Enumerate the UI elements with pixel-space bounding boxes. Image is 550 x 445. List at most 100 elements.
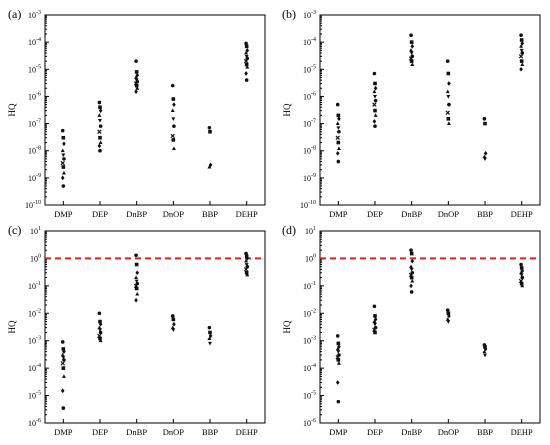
y-tick-label: 10-4 [303, 363, 316, 373]
y-tick-label: 10-5 [303, 391, 316, 401]
data-point [483, 151, 488, 156]
data-point [519, 48, 524, 53]
y-tick-label: 10-8 [28, 146, 41, 156]
data-point [60, 175, 65, 181]
data-point [446, 121, 451, 126]
data-point [372, 102, 377, 107]
data-point [61, 170, 66, 175]
data-point [172, 124, 176, 129]
data-point [207, 164, 212, 169]
panel-label: (a) [8, 7, 21, 21]
x-tick-label: DnOP [163, 209, 185, 219]
data-point [483, 344, 487, 349]
data-point [98, 108, 103, 113]
data-point [373, 322, 377, 327]
data-point [409, 251, 414, 256]
x-tick-label: DEHP [511, 209, 533, 219]
data-point [373, 113, 378, 117]
y-tick-label: 10-10 [25, 200, 41, 210]
data-point [208, 330, 212, 335]
data-point [373, 85, 378, 91]
data-point [373, 94, 377, 99]
x-tick-label: BBP [477, 427, 493, 437]
data-point [410, 54, 415, 59]
chart-panel-1: (a) HQ 10-10 10-9 10-8 10-7 10-6 10-5 10-4 10-3 DM… [7, 7, 266, 219]
data-point [409, 275, 414, 280]
data-point [243, 267, 249, 272]
x-tick-label: BBP [202, 427, 218, 437]
x-tick-label: DMP [329, 427, 348, 437]
y-tick-label: 10-8 [303, 146, 316, 156]
data-point [482, 116, 487, 121]
data-point [519, 44, 524, 48]
x-tick-label: DnOP [438, 209, 460, 219]
data-point [410, 278, 415, 283]
data-point [244, 50, 249, 55]
data-point [98, 328, 102, 332]
data-point [410, 62, 415, 66]
y-tick-label: 10-1 [303, 281, 316, 291]
data-point [409, 283, 413, 289]
data-point [60, 128, 65, 133]
data-point [520, 51, 525, 55]
data-point [98, 135, 102, 140]
data-point [97, 113, 102, 117]
data-point [372, 119, 377, 124]
data-point [335, 102, 340, 107]
data-point [335, 121, 340, 126]
x-tick-label: DnBP [401, 427, 422, 437]
data-point [520, 41, 525, 46]
y-tick-label: 10-1 [28, 281, 41, 291]
y-tick-label: 10-6 [28, 418, 41, 428]
x-tick-label: DnBP [126, 209, 147, 219]
data-point [245, 56, 250, 61]
data-point [171, 117, 176, 121]
y-tick-label: 10-6 [303, 91, 316, 101]
data-point [172, 102, 176, 107]
y-tick-label: 10-2 [303, 308, 316, 318]
data-point [335, 346, 340, 351]
data-point [445, 308, 450, 312]
x-tick-label: DEHP [511, 427, 533, 437]
panel-label: (d) [282, 223, 296, 237]
y-tick-label: 10-4 [28, 363, 41, 373]
data-point [446, 116, 451, 121]
data-point [61, 135, 66, 140]
data-point [409, 48, 414, 52]
y-tick-label: 10-5 [28, 64, 41, 74]
data-point [244, 44, 249, 49]
x-tick-label: DEP [92, 427, 108, 437]
x-tick-label: DEP [367, 209, 383, 219]
data-point [134, 75, 139, 79]
data-point [171, 146, 176, 151]
data-point [244, 270, 249, 275]
data-point [61, 153, 66, 158]
data-point [519, 262, 523, 267]
data-point [519, 281, 524, 286]
data-point [372, 89, 377, 94]
data-point [372, 304, 377, 309]
data-point [60, 352, 65, 357]
data-point [519, 33, 523, 38]
y-axis-label: HQ [7, 103, 17, 116]
data-point [98, 319, 102, 324]
data-point [134, 59, 138, 63]
data-point [372, 319, 377, 323]
data-point [244, 78, 249, 82]
chart-panel-2: (b) HQ 10-10 10-9 10-8 10-7 10-6 10-5 10-4 10-3 DM… [282, 7, 541, 219]
data-point [335, 135, 340, 140]
y-axis-label: HQ [282, 103, 292, 116]
x-tick-label: DEP [367, 427, 383, 437]
y-axis-label: HQ [7, 320, 17, 333]
data-point [373, 124, 377, 129]
y-tick-label: 10-9 [28, 173, 41, 183]
data-point [170, 133, 175, 139]
data-point [98, 119, 102, 123]
data-point [135, 291, 140, 296]
data-point [60, 160, 65, 166]
data-point [336, 341, 341, 346]
data-point [410, 258, 415, 264]
data-point [336, 146, 341, 151]
data-point [208, 341, 212, 346]
data-point [245, 264, 250, 269]
